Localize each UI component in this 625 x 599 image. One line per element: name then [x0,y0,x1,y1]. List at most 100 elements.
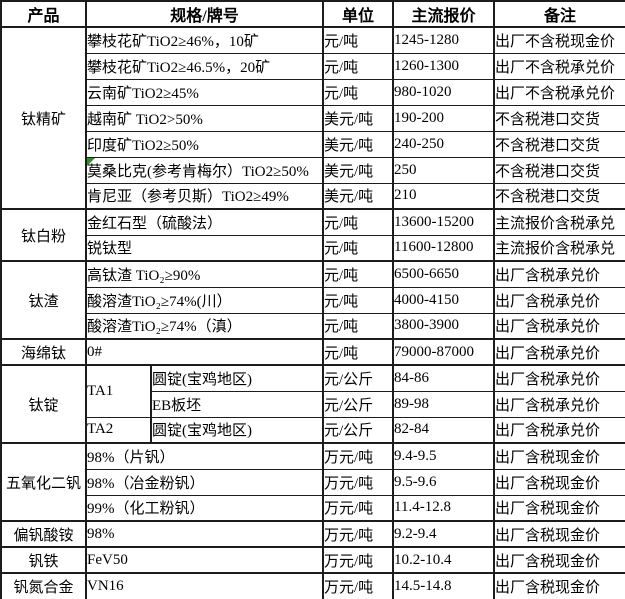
price-cell: 6500-6650 [392,260,496,288]
spec-cell: 印度矿TiO2≥50% [84,130,325,158]
note-cell: 出厂含税现金价 [493,494,625,522]
product-cell: 钛精矿 [0,26,87,210]
note-cell: 出厂不含税承兑价 [493,78,625,106]
table-row: 钛渣 高钛渣 TiO₂≥90% 元/吨 6500-6650 出厂含税承兑价 [0,260,625,340]
spec-cell: 0# [84,338,325,366]
spec-cell: 圆锭(宝鸡地区) [149,364,325,392]
product-cell: 偏钒酸铵 [0,520,87,548]
unit-cell: 美元/吨 [322,182,395,210]
note-cell: 不含税港口交货 [493,104,625,132]
spec-cell: 高钛渣 TiO₂≥90% [84,260,325,288]
spec-cell: FeV50 [84,546,325,574]
unit-cell: 元/吨 [322,78,395,106]
table-row: 钒铁 FeV50 万元/吨 10.2-10.4 出厂含税现金价 [0,546,625,574]
spec-cell: 攀枝花矿TiO2≥46.5%，20矿 [84,52,325,80]
spec-cell: 越南矿 TiO2>50% [84,104,325,132]
price-cell: 3800-3900 [392,312,496,340]
spec-cell: 98%（片钒） [84,442,325,470]
price-cell: 11.4-12.8 [392,494,496,522]
spec-cell: 酸溶渣TiO₂≥74%（滇） [84,312,325,340]
note-cell: 出厂含税现金价 [493,546,625,574]
note-cell: 出厂含税承兑价 [493,312,625,340]
price-cell: 11600-12800 [392,234,496,262]
header-price: 主流报价 [392,0,496,28]
table-row: 酸溶渣TiO₂≥74%(川） 元/吨 4000-4150 出厂含税承兑价 [1,286,625,314]
price-cell: 9.5-9.6 [392,468,496,496]
note-cell: 不含税港口交货 [493,156,625,184]
product-cell: 钛白粉 [0,208,87,262]
product-cell: 钒铁 [0,546,87,574]
table-row: 酸溶渣TiO₂≥74%（滇） 元/吨 3800-3900 出厂含税承兑价 [1,312,625,340]
price-cell: 13600-15200 [392,208,496,236]
note-cell: 出厂含税现金价 [493,572,625,599]
cell-flag-icon [88,158,95,166]
unit-cell: 万元/吨 [322,442,395,470]
unit-cell: 美元/吨 [322,104,395,132]
price-cell: 240-250 [392,130,496,158]
product-cell: 钛渣 [0,260,87,340]
price-cell: 10.2-10.4 [392,546,496,574]
unit-cell: 元/吨 [322,286,395,314]
product-cell: 钒氮合金 [0,572,87,599]
unit-cell: 美元/吨 [322,130,395,158]
price-cell: 1245-1280 [392,26,496,54]
price-cell: 79000-87000 [392,338,496,366]
price-cell: 4000-4150 [392,286,496,314]
note-cell: 出厂含税承兑价 [493,364,625,392]
table-row: TA2 圆锭(宝鸡地区) 元/公斤 82-84 出厂含税承兑价 [1,416,625,444]
note-cell: 不含税港口交货 [493,130,625,158]
grade-cell: TA1 [85,364,152,418]
note-cell: 出厂含税承兑价 [493,338,625,366]
price-cell: 190-200 [392,104,496,132]
header-note: 备注 [493,0,625,28]
price-cell: 210 [392,182,496,210]
note-cell: 出厂含税承兑价 [493,390,625,418]
spec-cell: 99%（化工粉钒） [84,494,325,522]
note-cell: 出厂含税现金价 [493,520,625,548]
unit-cell: 元/吨 [322,338,395,366]
unit-cell: 元/吨 [322,260,395,288]
table-row: 钛白粉 金红石型（硫酸法） 元/吨 13600-15200 主流报价含税承兑 [0,208,625,262]
table-row: 锐钛型 元/吨 11600-12800 主流报价含税承兑 [1,234,625,262]
unit-cell: 元/吨 [322,26,395,54]
header-spec: 规格/牌号 [84,0,325,28]
table-row: 钛锭 TA1 圆锭(宝鸡地区) 元/公斤 84-86 出厂含税承兑价 [0,364,625,444]
table-row: 钛精矿 攀枝花矿TiO2≥46%，10矿 元/吨 1245-1280 出厂不含税… [0,26,625,210]
unit-cell: 元/公斤 [322,390,395,418]
spec-cell: 肯尼亚（参考贝斯）TiO2≥49% [84,182,325,210]
price-cell: 84-86 [392,364,496,392]
table-row: 攀枝花矿TiO2≥46.5%，20矿 元/吨 1260-1300 出厂不含税承兑… [1,52,625,80]
unit-cell: 万元/吨 [322,520,395,548]
spec-cell: 圆锭(宝鸡地区) [149,416,325,444]
unit-cell: 万元/吨 [322,546,395,574]
unit-cell: 元/吨 [322,234,395,262]
table-row: 98%（冶金粉钒） 万元/吨 9.5-9.6 出厂含税现金价 [1,468,625,496]
price-cell: 14.5-14.8 [392,572,496,599]
unit-cell: 元/公斤 [322,364,395,392]
table-row: 五氧化二钒 98%（片钒） 万元/吨 9.4-9.5 出厂含税现金价 [0,442,625,522]
unit-cell: 元/公斤 [322,416,395,444]
table-row: 印度矿TiO2≥50% 美元/吨 240-250 不含税港口交货 [1,130,625,158]
spec-cell: 锐钛型 [84,234,325,262]
spec-cell: VN16 [84,572,325,599]
spec-cell: 金红石型（硫酸法） [84,208,325,236]
note-cell: 出厂不含税现金价 [493,26,625,54]
note-cell: 出厂含税承兑价 [493,416,625,444]
table-row: 肯尼亚（参考贝斯）TiO2≥49% 美元/吨 210 不含税港口交货 [1,182,625,210]
price-cell: 9.4-9.5 [392,442,496,470]
spec-text: 莫桑比克(参考肯梅尔）TiO2≥50% [87,163,309,180]
note-cell: 出厂不含税承兑价 [493,52,625,80]
table-row: 偏钒酸铵 98% 万元/吨 9.2-9.4 出厂含税现金价 [0,520,625,548]
price-cell: 980-1020 [392,78,496,106]
spec-cell: 98%（冶金粉钒） [84,468,325,496]
header-unit: 单位 [322,0,395,28]
header-product: 产品 [0,0,87,28]
spec-cell: 酸溶渣TiO₂≥74%(川） [84,286,325,314]
header-row: 产品 规格/牌号 单位 主流报价 备注 [0,0,625,28]
price-cell: 82-84 [392,416,496,444]
note-cell: 不含税港口交货 [493,182,625,210]
note-cell: 主流报价含税承兑 [493,234,625,262]
unit-cell: 万元/吨 [322,494,395,522]
spec-cell: 云南矿TiO2≥45% [84,78,325,106]
